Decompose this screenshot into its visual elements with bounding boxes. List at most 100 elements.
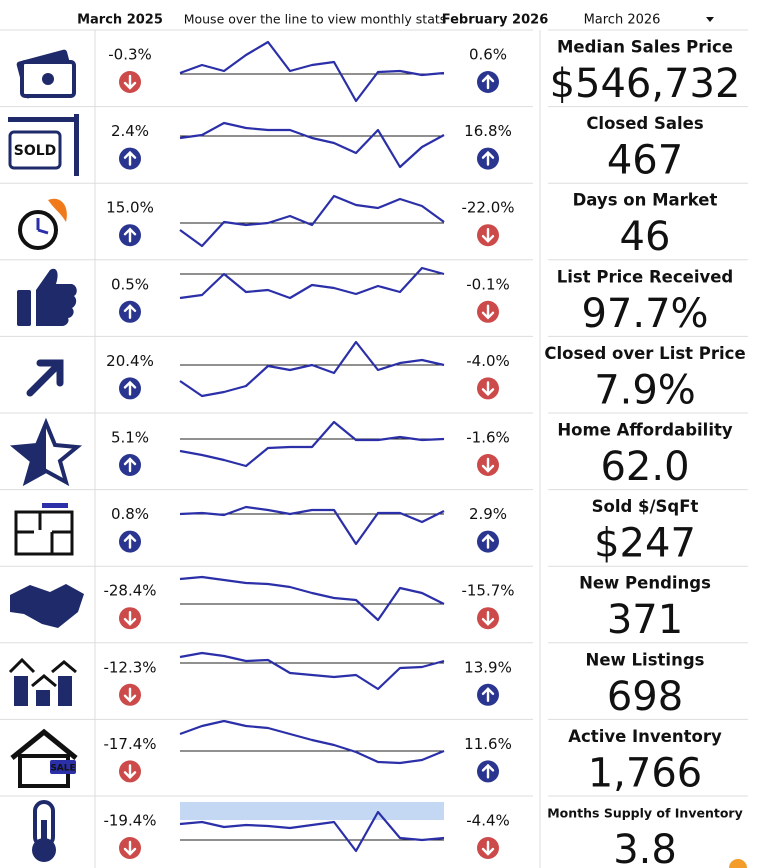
up-arrow (477, 683, 499, 706)
hint: Mouse over the line to view monthly stat… (184, 12, 447, 27)
arrow-glyph (481, 228, 495, 243)
arrow-glyph (481, 533, 495, 549)
change-prev: 5.1% (111, 429, 149, 447)
thumbs-up-icon (17, 268, 77, 326)
arrow-icon (26, 359, 64, 397)
change-last: -1.6% (466, 429, 510, 447)
down-arrow (477, 224, 499, 247)
change-prev: 15.0% (106, 199, 154, 217)
arrow-glyph (481, 763, 495, 779)
metric-value: 3.8 (613, 827, 677, 868)
change-prev: 0.8% (111, 505, 149, 523)
change-last: -4.0% (466, 352, 510, 370)
up-arrow (119, 224, 141, 247)
metric-value: 371 (607, 597, 683, 643)
sparkline[interactable] (179, 194, 445, 248)
change-last: -15.7% (461, 582, 514, 600)
metric-value: 62.0 (600, 444, 689, 490)
badge[interactable] (729, 859, 747, 868)
down-arrow (477, 377, 499, 400)
arrow-glyph (123, 74, 137, 90)
sparkline[interactable] (179, 575, 445, 622)
metric-label: Median Sales Price (557, 38, 733, 57)
arrow-glyph (481, 687, 495, 702)
buildings-icon (8, 657, 77, 706)
thermometer-icon (32, 800, 56, 862)
handshake-icon (10, 584, 84, 628)
clock-icon (18, 198, 67, 250)
change-last: 13.9% (464, 658, 512, 676)
arrow-glyph (481, 611, 495, 626)
month-select[interactable]: March 2026 (584, 13, 661, 28)
change-prev: -0.3% (108, 46, 152, 64)
down-arrow (119, 760, 141, 783)
metric-label: Closed over List Price (544, 344, 745, 363)
down-arrow (477, 300, 499, 323)
change-prev: 20.4% (106, 352, 154, 370)
sold-text: SOLD (14, 143, 57, 159)
up-arrow (119, 300, 141, 323)
change-prev: 0.5% (111, 275, 149, 293)
sparkline[interactable] (179, 505, 445, 546)
sparkline[interactable] (179, 266, 445, 300)
column-header: March 2025 (77, 13, 163, 28)
metric-value: 7.9% (594, 367, 696, 413)
sale-text: SALE (50, 764, 75, 774)
sparkline[interactable] (179, 719, 445, 765)
sparkline[interactable] (179, 810, 445, 853)
metric-value: $247 (594, 521, 696, 567)
floorplan-icon (14, 503, 74, 556)
sparkline[interactable] (179, 40, 445, 103)
metric-label: Sold $/SqFt (592, 497, 699, 516)
metric-label: Days on Market (573, 191, 718, 210)
metric-label: Closed Sales (586, 114, 704, 133)
change-prev: -28.4% (103, 582, 156, 600)
down-arrow (119, 837, 141, 859)
up-arrow (119, 530, 141, 553)
arrow-glyph (123, 150, 137, 166)
arrow-glyph (123, 304, 137, 319)
highlight-band (180, 802, 444, 820)
arrow-glyph (481, 150, 495, 166)
arrow-glyph (123, 840, 137, 856)
metric-label: Home Affordability (557, 421, 732, 440)
sold-sign-icon: SOLD (8, 114, 79, 176)
metric-value: 1,766 (588, 750, 703, 796)
star-icon (9, 417, 83, 487)
down-arrow (477, 454, 499, 476)
up-arrow (119, 454, 141, 476)
money-icon (16, 49, 76, 99)
arrow-glyph (123, 611, 137, 626)
change-prev: -19.4% (103, 812, 156, 830)
arrow-glyph (123, 533, 137, 549)
metric-value: 698 (607, 674, 683, 720)
arrow-glyph (481, 381, 495, 397)
down-arrow (119, 71, 141, 93)
sparklines (179, 40, 445, 853)
sparkline[interactable] (179, 420, 445, 468)
change-last: 2.9% (469, 505, 507, 523)
down-arrow (477, 837, 499, 859)
sparkline[interactable] (179, 651, 445, 691)
up-arrow (477, 147, 499, 170)
arrow-glyph (123, 227, 137, 243)
down-arrow (477, 607, 499, 630)
arrow-glyph (481, 457, 495, 473)
metric-value: 46 (620, 214, 671, 260)
metric-value: 467 (607, 138, 683, 184)
metric-label: Months Supply of Inventory (547, 806, 743, 821)
arrow-glyph (481, 74, 495, 90)
metric-label: List Price Received (557, 267, 734, 286)
down-arrow (119, 607, 141, 630)
sparkline[interactable] (179, 340, 445, 398)
metric-value: $546,732 (550, 61, 741, 107)
up-arrow (119, 147, 141, 170)
sparkline[interactable] (179, 121, 445, 169)
icons: SOLD SALE (8, 49, 84, 862)
metric-label: New Pendings (579, 574, 711, 593)
arrow-glyph (123, 457, 137, 473)
metric-label: New Listings (586, 650, 705, 669)
dropdown-arrow[interactable] (706, 17, 714, 22)
arrow-glyph (481, 304, 495, 320)
arrow-glyph (123, 764, 137, 780)
